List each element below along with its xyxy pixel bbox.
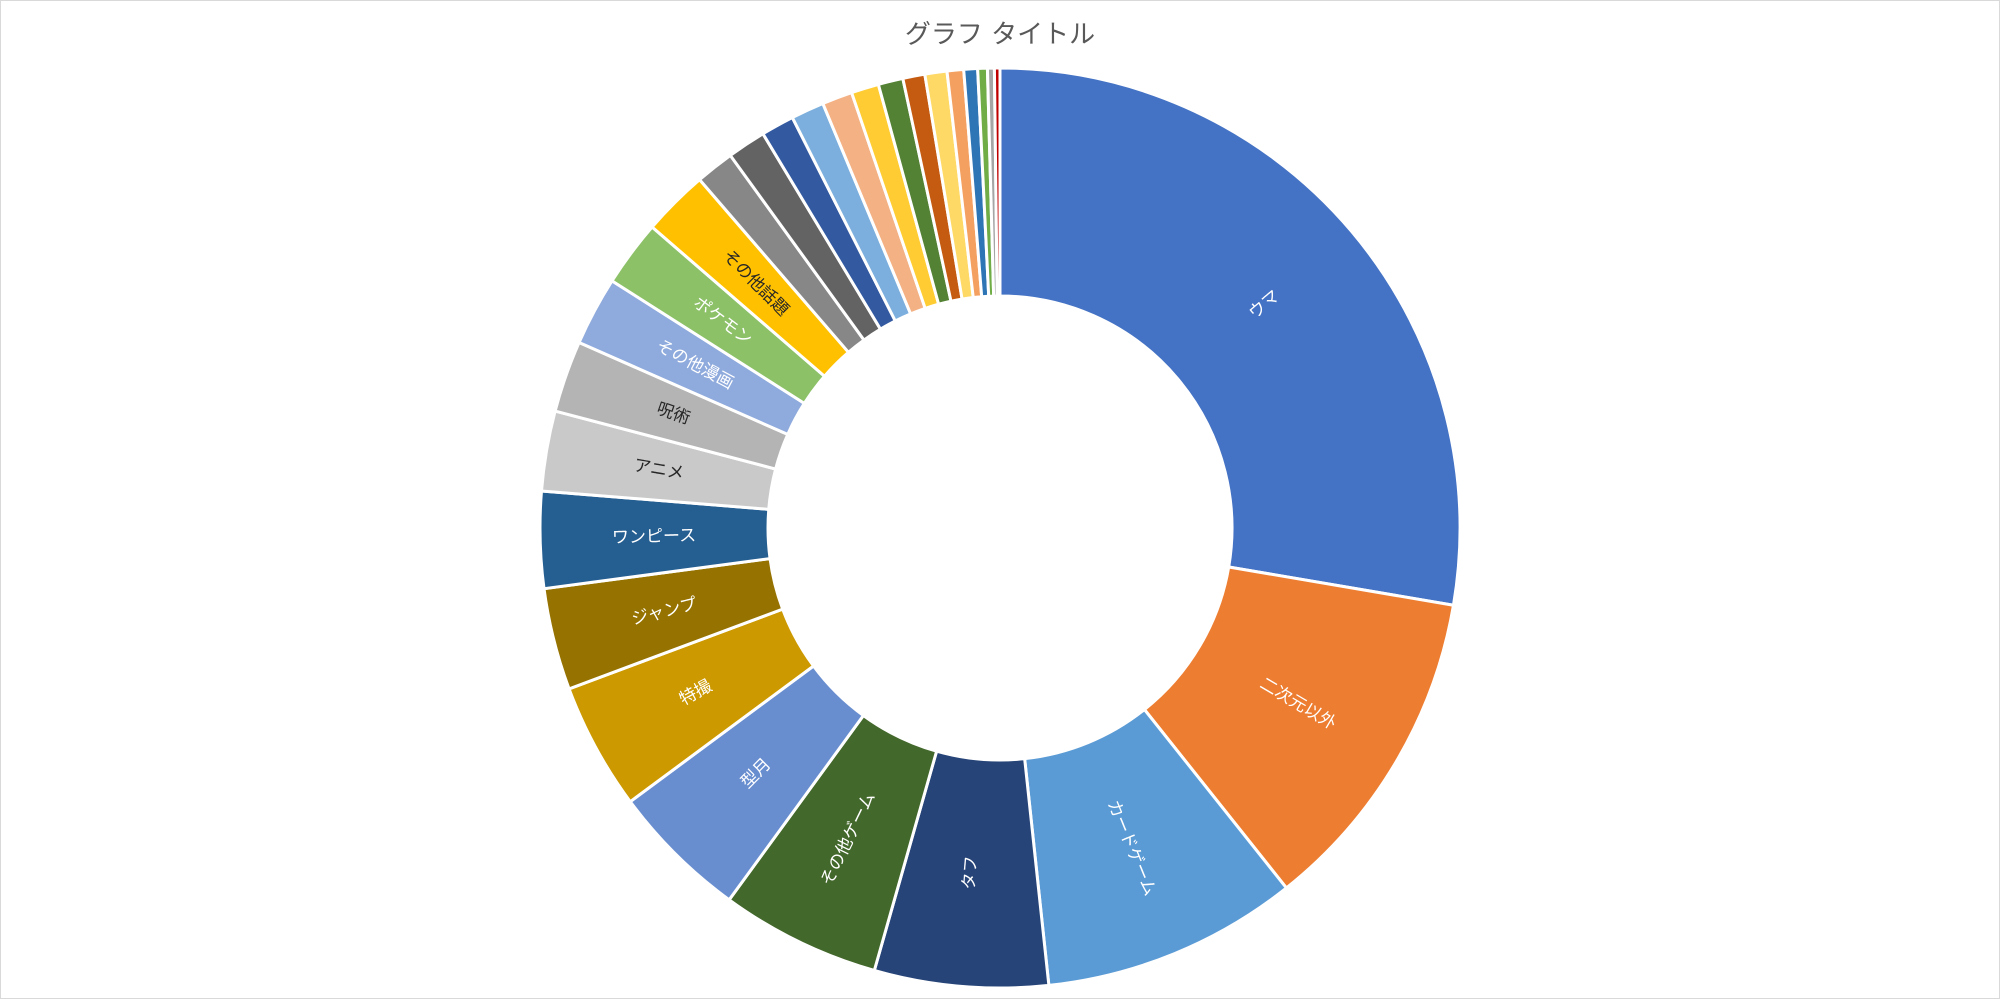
donut-slice-0 xyxy=(998,66,1462,608)
chart-title: グラフ タイトル xyxy=(904,20,1096,50)
donut-slice-27 xyxy=(992,66,1002,298)
slice-label-3: タフ xyxy=(959,855,982,891)
slices-layer xyxy=(538,66,1462,990)
slice-label-8: ワンピース xyxy=(612,526,697,548)
donut-slice-1 xyxy=(1142,565,1456,891)
